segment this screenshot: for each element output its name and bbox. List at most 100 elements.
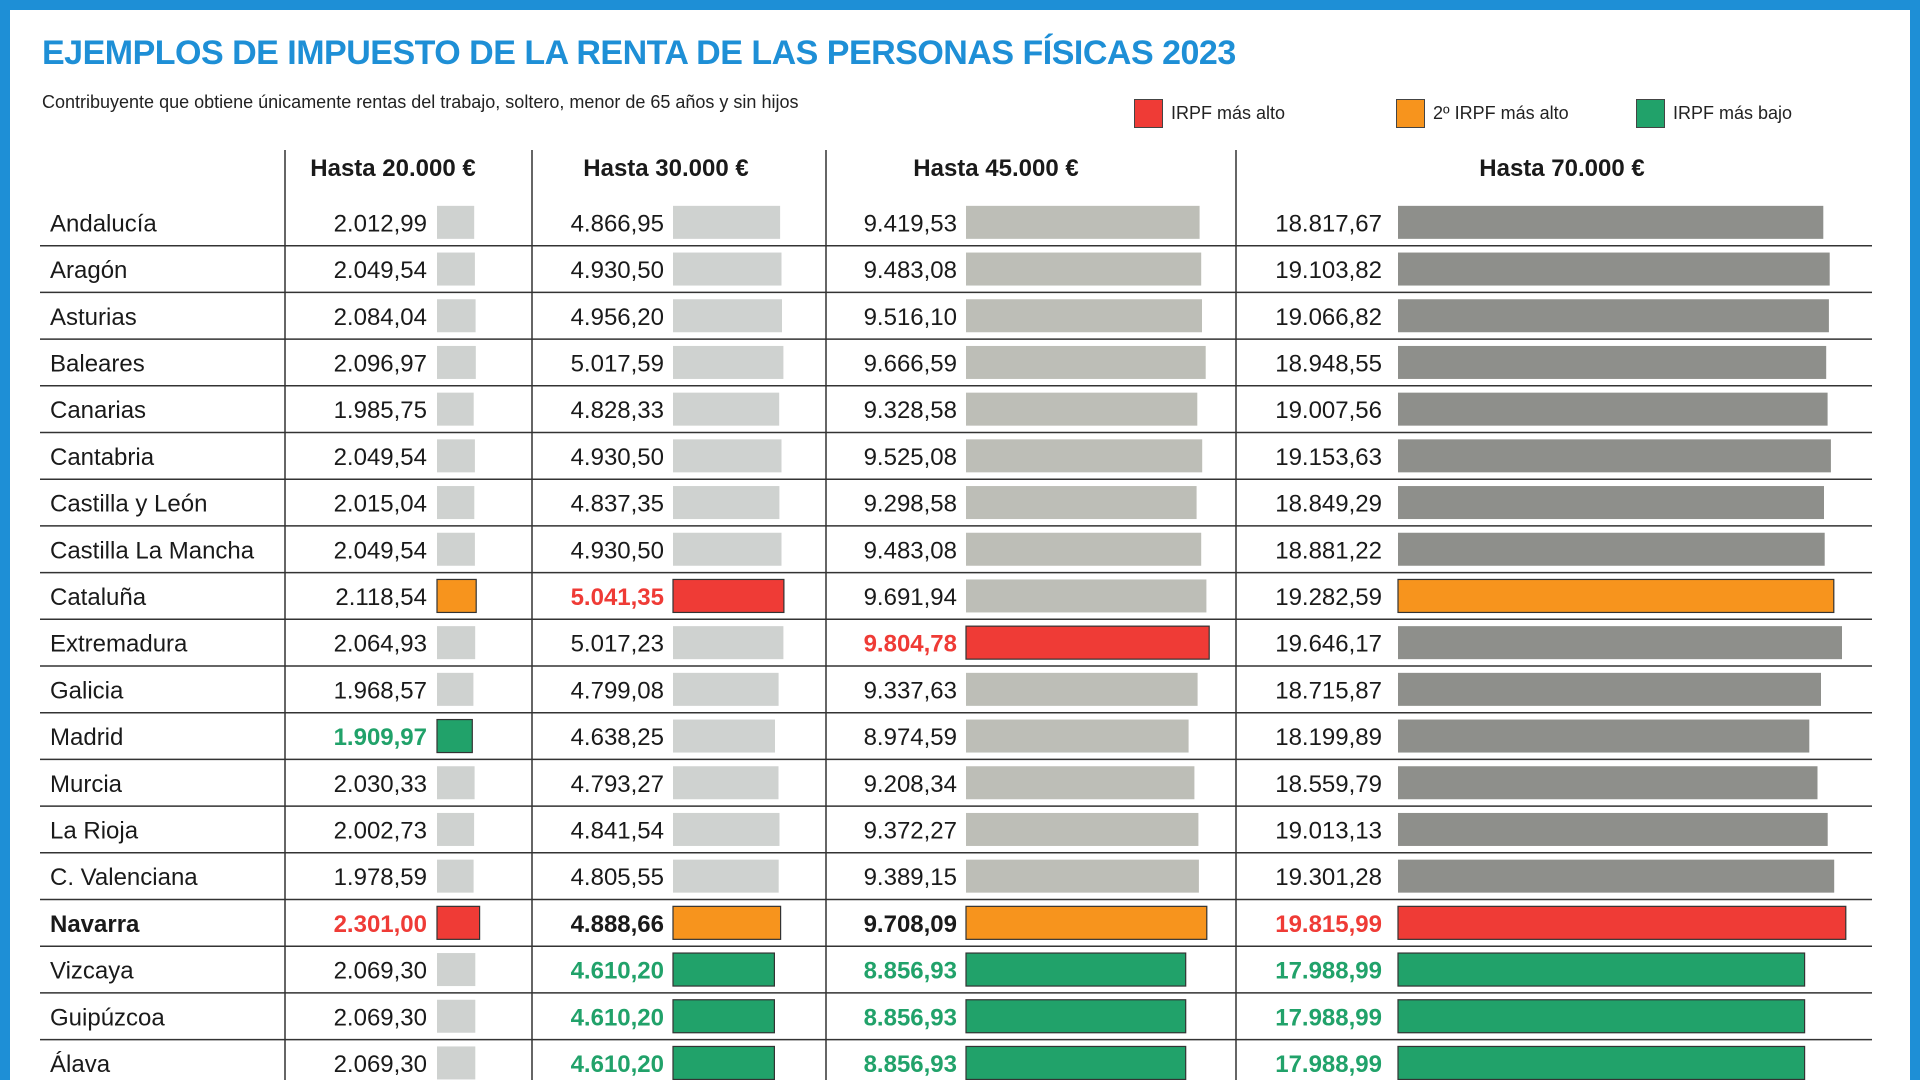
row-label: C. Valenciana [50,864,198,891]
row-label: Cantabria [50,444,155,471]
legend-item-max: IRPF más alto [1134,98,1285,128]
bar [437,766,475,800]
bar [436,578,477,614]
value-label: 4.930,50 [571,444,664,471]
value-label: 17.988,99 [1275,1004,1382,1031]
value-label: 17.988,99 [1275,958,1382,985]
value-label: 19.066,82 [1275,304,1382,331]
bar [966,486,1197,520]
value-label: 18.948,55 [1275,350,1382,377]
value-label: 9.419,53 [864,210,957,237]
value-label: 19.301,28 [1275,864,1382,891]
bar [437,1046,476,1080]
bar [1397,999,1806,1034]
bar [437,205,475,239]
value-label: 9.525,08 [864,444,957,471]
value-label: 2.030,33 [334,771,427,798]
bar [966,812,1199,846]
value-label: 18.199,89 [1275,724,1382,751]
bar [437,252,475,286]
value-label: 1.985,75 [334,397,427,424]
bar [437,486,475,520]
bar [966,766,1195,800]
bar [1398,205,1824,239]
value-label: 4.793,27 [571,771,664,798]
bar [437,672,474,706]
bar [1397,952,1806,987]
bar [1397,1045,1806,1080]
legend-label-second: 2º IRPF más alto [1433,102,1569,123]
legend-label-min: IRPF más bajo [1673,102,1793,123]
legend-swatch-max [1134,98,1163,128]
row-label: Madrid [50,724,123,751]
bar [673,345,784,379]
value-label: 2.301,00 [334,911,427,938]
value-label: 5.041,35 [571,584,664,611]
bar [1397,905,1847,940]
row-label: Navarra [50,911,140,938]
bar [672,1045,776,1080]
value-label: 9.298,58 [864,491,957,518]
bar [966,859,1199,893]
value-label: 4.841,54 [571,817,664,844]
value-label: 9.328,58 [864,397,957,424]
value-label: 9.483,08 [864,257,957,284]
row-label: Andalucía [50,210,157,237]
value-label: 9.804,78 [864,631,957,658]
row-label: Canarias [50,397,146,424]
value-label: 4.930,50 [571,257,664,284]
value-label: 2.069,30 [334,1051,427,1078]
bar [673,626,784,660]
bar [673,252,782,286]
value-label: 8.856,93 [864,1051,957,1078]
value-label: 1.909,97 [334,724,427,751]
bar [966,392,1198,426]
value-label: 2.049,54 [334,257,427,284]
bar [436,905,481,940]
row-label: La Rioja [50,817,139,844]
bar [673,439,782,473]
bar [965,905,1208,940]
column-header: Hasta 20.000 € [310,155,475,182]
value-label: 4.610,20 [571,1051,664,1078]
legend-item-second: 2º IRPF más alto [1396,98,1569,128]
value-label: 4.930,50 [571,537,664,564]
bar [672,999,776,1034]
bar [1398,719,1810,753]
value-label: 2.012,99 [334,210,427,237]
bar [1398,812,1828,846]
value-label: 18.559,79 [1275,771,1382,798]
row-label: Álava [50,1051,111,1078]
column-header: Hasta 45.000 € [913,155,1078,182]
value-label: 9.516,10 [864,304,957,331]
bar [1398,392,1828,426]
legend-item-min: IRPF más bajo [1636,98,1792,128]
value-label: 18.849,29 [1275,491,1382,518]
value-label: 4.888,66 [571,911,664,938]
row-label: Galicia [50,677,124,704]
value-label: 19.007,56 [1275,397,1382,424]
bar [1397,578,1835,614]
bar [1398,439,1831,473]
bar [966,579,1207,613]
bar [1398,299,1829,333]
row-label: Castilla y León [50,491,207,518]
row-label: Murcia [50,771,123,798]
value-label: 9.691,94 [864,584,957,611]
value-label: 2.064,93 [334,631,427,658]
bar [1398,626,1842,660]
chart-subtitle: Contribuyente que obtiene únicamente ren… [42,92,799,112]
bar [673,812,780,846]
bar [673,672,779,706]
bar [437,345,476,379]
row-label: Baleares [50,350,145,377]
bar [437,532,475,566]
value-label: 5.017,59 [571,350,664,377]
legend-swatch-second [1396,98,1425,128]
bar [1398,345,1827,379]
bar [965,1045,1187,1080]
bar [1398,486,1824,520]
bar [673,299,782,333]
